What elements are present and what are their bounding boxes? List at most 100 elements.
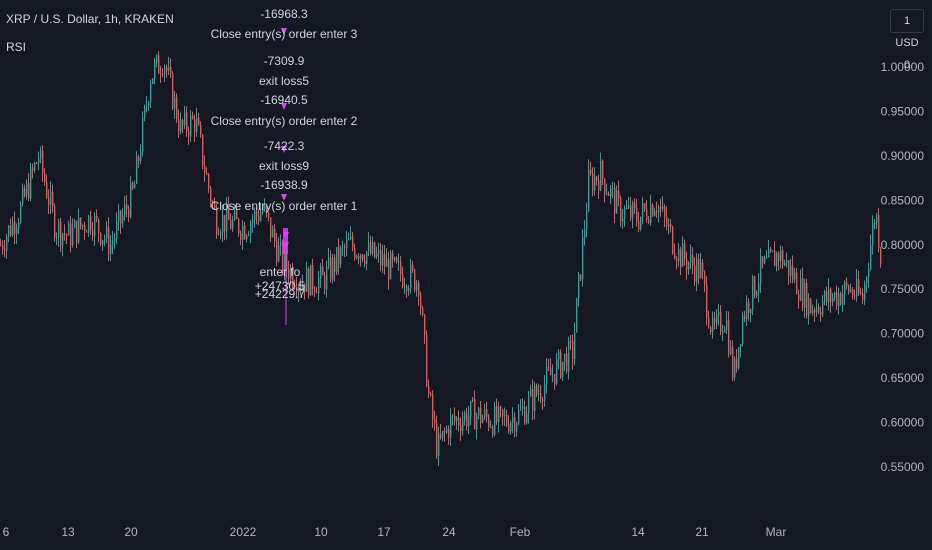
trade-annotation-label: +24730.5 xyxy=(255,279,306,293)
candle-body xyxy=(864,283,866,300)
candle-body xyxy=(810,298,812,313)
candle-body xyxy=(722,332,724,334)
candle-body xyxy=(2,245,4,250)
candle-body xyxy=(396,257,398,263)
candle-body xyxy=(660,206,662,210)
candle-body xyxy=(684,243,686,260)
time-tick-label: 10 xyxy=(314,525,328,539)
candle-body xyxy=(506,415,508,425)
candle-body xyxy=(382,254,384,266)
candle-body xyxy=(86,231,88,233)
candle-body xyxy=(492,426,494,435)
candle-body xyxy=(16,228,18,234)
candle-body xyxy=(670,224,672,227)
price-tick-label: 0.65000 xyxy=(881,371,925,385)
candle-body xyxy=(320,266,322,279)
candle-body xyxy=(192,115,194,119)
candle-body xyxy=(408,288,410,292)
candle-body xyxy=(510,422,512,432)
candle-body xyxy=(256,211,258,216)
candle-body xyxy=(598,180,600,191)
candle-body xyxy=(338,247,340,265)
candle-body xyxy=(326,266,328,290)
candle-body xyxy=(654,211,656,216)
candle-body xyxy=(418,282,420,296)
candle-body xyxy=(616,190,618,214)
candle-body xyxy=(310,264,312,296)
candle-body xyxy=(64,233,66,235)
candle-body xyxy=(80,217,82,227)
candle-body xyxy=(452,415,454,417)
candle-body xyxy=(146,105,148,107)
currency-button[interactable]: 1 USD 0 xyxy=(890,9,924,71)
candle-body xyxy=(798,294,800,301)
candle-body xyxy=(468,416,470,427)
candle-body xyxy=(450,416,452,438)
candle-body xyxy=(582,237,584,280)
exit-marker-arrow xyxy=(281,194,287,201)
candle-body xyxy=(390,252,392,280)
candle-body xyxy=(540,393,542,400)
candle-body xyxy=(694,265,696,282)
candle-body xyxy=(312,264,314,289)
candle-body xyxy=(760,256,762,284)
candle-body xyxy=(0,244,2,246)
candle-body xyxy=(142,117,144,153)
candle-body xyxy=(46,182,48,198)
candle-body xyxy=(8,225,10,237)
candle-body xyxy=(246,235,248,239)
candle-body xyxy=(412,264,414,270)
candle-body xyxy=(296,287,298,292)
candle-body xyxy=(880,248,882,265)
candle-body xyxy=(358,256,360,260)
candle-body xyxy=(210,188,212,202)
candle-body xyxy=(264,205,266,210)
candle-body xyxy=(260,212,262,221)
candle-body xyxy=(194,118,196,133)
indicator-label[interactable]: RSI xyxy=(6,40,27,54)
candle-body xyxy=(102,240,104,245)
candle-body xyxy=(548,367,550,369)
candle-body xyxy=(800,278,802,301)
candle-body xyxy=(214,202,216,209)
candle-body xyxy=(248,234,250,236)
exit-marker-arrow xyxy=(281,103,287,110)
candle-body xyxy=(54,206,56,238)
candle-body xyxy=(250,223,252,235)
candle-body xyxy=(776,253,778,267)
candle-body xyxy=(596,176,598,181)
price-tick-label: 0.85000 xyxy=(881,193,925,207)
candle-body xyxy=(20,203,22,223)
candle-body xyxy=(364,260,366,264)
candle-body xyxy=(402,274,404,287)
price-tick-label: 0.60000 xyxy=(881,416,925,430)
candle-body xyxy=(176,97,178,120)
candle-body xyxy=(620,198,622,222)
candle-body xyxy=(138,156,140,161)
symbol-title: XRP / U.S. Dollar, 1h, KRAKEN xyxy=(6,12,174,26)
candle-body xyxy=(4,249,6,251)
candle-body xyxy=(672,226,674,253)
candle-body xyxy=(200,125,202,135)
candle-body xyxy=(770,248,772,252)
candle-body xyxy=(514,416,516,432)
candle-body xyxy=(36,162,38,164)
candle-body xyxy=(832,297,834,303)
candle-body xyxy=(552,374,554,376)
candle-body xyxy=(824,291,826,302)
candle-body xyxy=(126,204,128,210)
candle-body xyxy=(202,134,204,166)
candle-body xyxy=(232,219,234,229)
candle-body xyxy=(314,288,316,293)
candle-body xyxy=(70,223,72,246)
candle-body xyxy=(778,253,780,261)
candle-body xyxy=(728,320,730,355)
candle-body xyxy=(356,256,358,259)
candle-body xyxy=(656,211,658,213)
candle-body xyxy=(486,409,488,417)
candle-body xyxy=(92,230,94,237)
candle-body xyxy=(796,272,798,295)
candle-body xyxy=(430,393,432,395)
candle-body xyxy=(610,187,612,196)
